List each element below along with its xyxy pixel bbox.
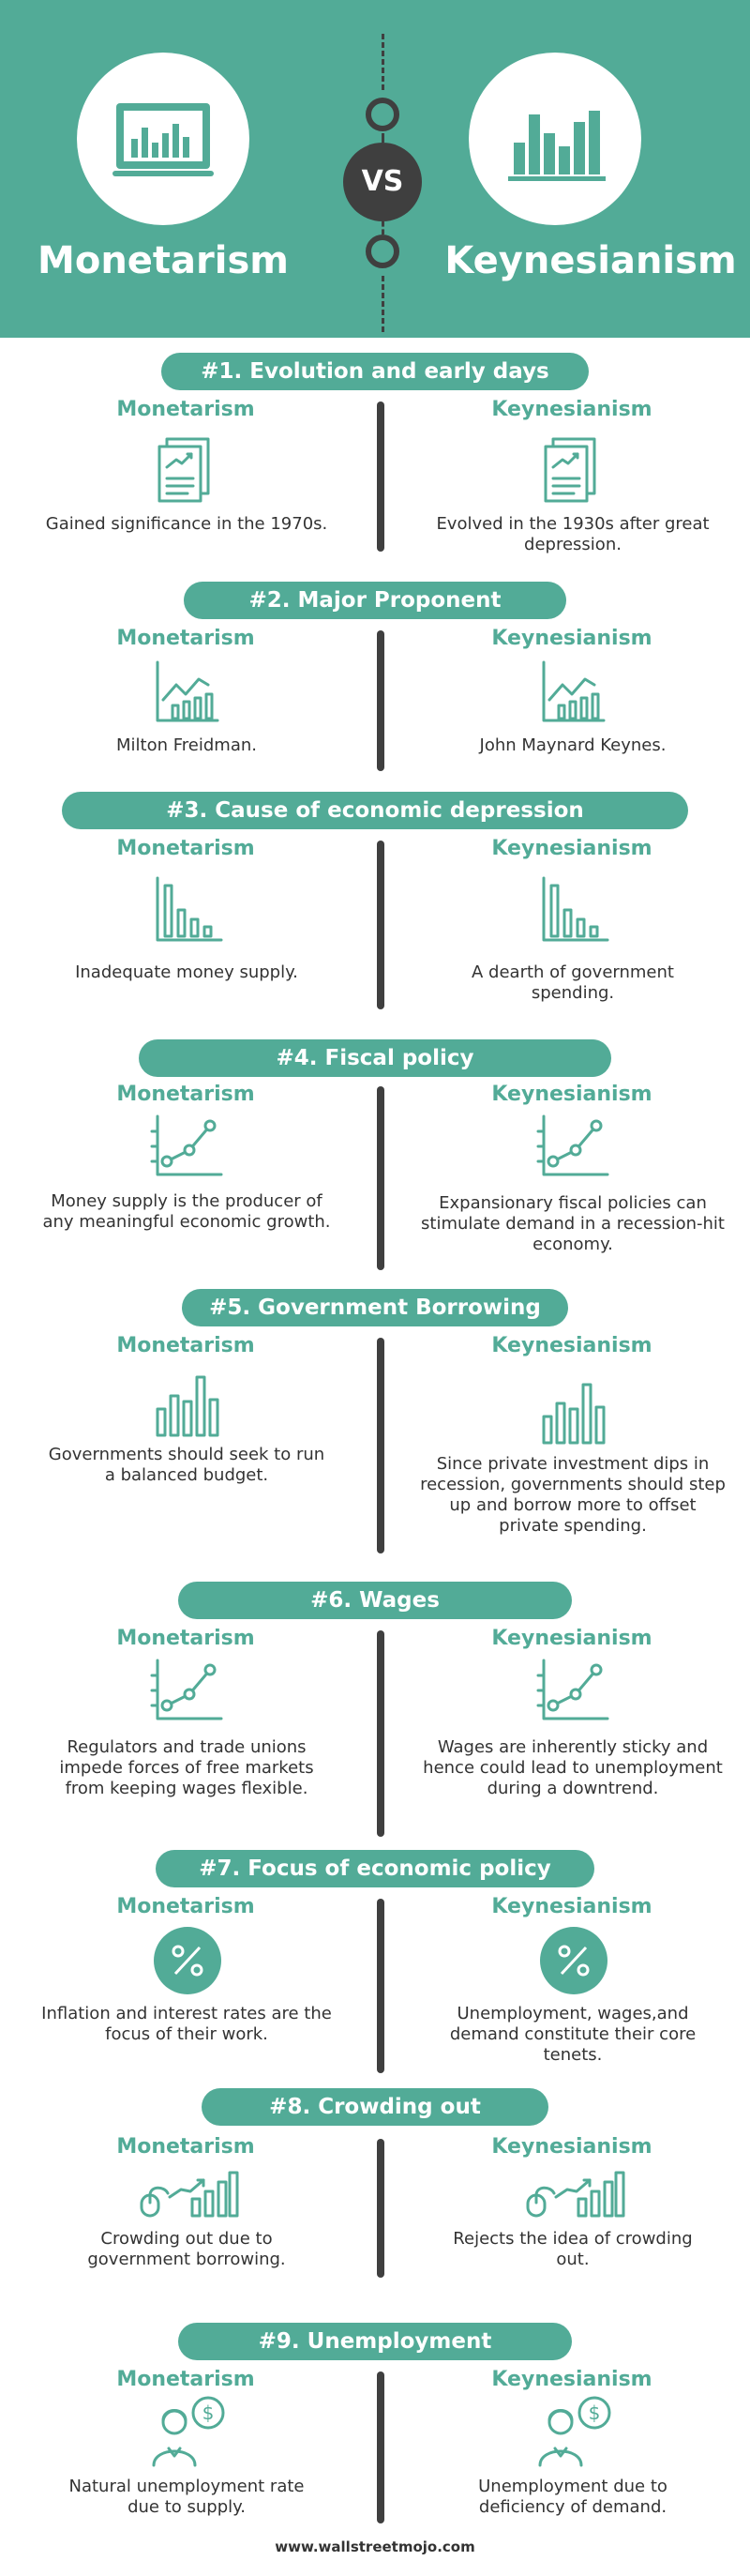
section-6-title: #6. Wages — [178, 1582, 572, 1619]
line-graph-icon — [536, 1659, 609, 1720]
svg-text:$: $ — [589, 2402, 601, 2424]
section-9-right-text: Unemployment due to deficiency of demand… — [478, 2477, 668, 2517]
bar-chart-monitor-icon — [112, 103, 214, 176]
section-3-divider — [377, 841, 384, 1009]
section-1-divider — [377, 402, 384, 552]
vs-badge: VS — [343, 143, 422, 221]
section-3-left-text: Inadequate money supply. — [75, 962, 298, 982]
section-2-divider — [377, 630, 384, 771]
declining-bars-icon — [156, 876, 223, 942]
section-7-left-text: Inflation and interest rates are the foc… — [41, 2004, 332, 2044]
section-7-left-label: Monetarism — [116, 1895, 255, 1918]
section-2-right-label: Keynesianism — [491, 627, 652, 650]
section-1-right-text: Evolved in the 1930s after great depress… — [436, 514, 710, 554]
report-document-icon — [544, 437, 596, 503]
section-5-left-label: Monetarism — [116, 1334, 255, 1357]
section-8-left-text: Crowding out due to government borrowing… — [87, 2229, 286, 2269]
person-dollar-icon: $ — [538, 2396, 611, 2467]
section-2-left-text: Milton Freidman. — [116, 735, 257, 755]
declining-bars-icon — [542, 876, 609, 942]
percent-icon — [154, 1927, 221, 1994]
bars-icon — [156, 1375, 219, 1437]
section-3-left-label: Monetarism — [116, 837, 255, 860]
section-5-divider — [377, 1338, 384, 1553]
vs-dashed-line-bottom — [382, 276, 384, 332]
line-graph-icon — [536, 1114, 609, 1176]
section-2-left-label: Monetarism — [116, 627, 255, 650]
bars-icon — [542, 1383, 606, 1445]
growth-chart-icon — [542, 660, 606, 722]
section-3-right-text: A dearth of government spending. — [472, 962, 674, 1003]
section-6-left-text: Regulators and trade unions impede force… — [59, 1737, 314, 1798]
section-6-right-label: Keynesianism — [491, 1627, 652, 1650]
section-8-left-label: Monetarism — [116, 2135, 255, 2159]
svg-text:$: $ — [202, 2402, 215, 2424]
vs-connector-top — [382, 133, 384, 143]
line-graph-icon — [150, 1114, 223, 1176]
section-4-title: #4. Fiscal policy — [139, 1039, 611, 1077]
section-3-title: #3. Cause of economic depression — [62, 792, 688, 829]
section-8-title: #8. Crowding out — [202, 2088, 548, 2126]
section-4-left-label: Monetarism — [116, 1083, 255, 1106]
section-9-right-label: Keynesianism — [491, 2368, 652, 2391]
section-9-divider — [377, 2371, 384, 2523]
section-8-divider — [377, 2139, 384, 2278]
section-6-left-label: Monetarism — [116, 1627, 255, 1650]
section-7-right-text: Unemployment, wages,and demand constitut… — [449, 2004, 697, 2065]
section-9-title: #9. Unemployment — [178, 2323, 572, 2360]
section-2-title: #2. Major Proponent — [184, 582, 566, 619]
section-6-divider — [377, 1630, 384, 1837]
section-9-left-text: Natural unemployment rate due to supply. — [68, 2477, 305, 2517]
vs-connector-bottom — [382, 221, 384, 235]
section-1-title: #1. Evolution and early days — [161, 353, 589, 390]
section-3-right-label: Keynesianism — [491, 837, 652, 860]
section-5-right-label: Keynesianism — [491, 1334, 652, 1357]
vs-dashed-line-top — [382, 34, 384, 90]
section-5-right-text: Since private investment dips in recessi… — [420, 1454, 726, 1536]
right-icon-circle — [469, 53, 641, 225]
section-8-right-label: Keynesianism — [491, 2135, 652, 2159]
right-title: Keynesianism — [444, 239, 737, 282]
section-1-right-label: Keynesianism — [491, 398, 652, 421]
section-7-divider — [377, 1899, 384, 2073]
line-graph-icon — [150, 1659, 223, 1720]
footer-url[interactable]: www.wallstreetmojo.com — [275, 2538, 475, 2555]
section-5-left-text: Governments should seek to run a balance… — [48, 1445, 325, 1485]
section-4-right-label: Keynesianism — [491, 1083, 652, 1106]
section-9-left-label: Monetarism — [116, 2368, 255, 2391]
mouse-growth-icon — [526, 2171, 625, 2218]
section-2-right-text: John Maynard Keynes. — [479, 735, 667, 755]
section-5-title: #5. Government Borrowing — [182, 1289, 568, 1326]
percent-icon — [540, 1927, 608, 1994]
section-7-right-label: Keynesianism — [491, 1895, 652, 1918]
section-4-divider — [377, 1086, 384, 1270]
section-1-left-label: Monetarism — [116, 398, 255, 421]
section-4-left-text: Money supply is the producer of any mean… — [42, 1191, 331, 1232]
person-dollar-icon: $ — [152, 2396, 225, 2467]
left-icon-circle — [77, 53, 249, 225]
section-1-left-text: Gained significance in the 1970s. — [45, 514, 328, 534]
section-4-right-text: Expansionary fiscal policies can stimula… — [421, 1193, 725, 1254]
mouse-growth-icon — [140, 2171, 239, 2218]
header-banner: Monetarism Keynesianism VS — [0, 0, 750, 338]
bar-chart-icon — [508, 111, 606, 181]
vs-ring-bottom — [366, 235, 399, 268]
section-6-right-text: Wages are inherently sticky and hence co… — [423, 1737, 723, 1798]
section-7-title: #7. Focus of economic policy — [156, 1850, 594, 1887]
report-document-icon — [158, 437, 210, 503]
growth-chart-icon — [156, 660, 219, 722]
section-8-right-text: Rejects the idea of crowding out. — [453, 2229, 693, 2269]
vs-ring-top — [366, 98, 399, 131]
left-title: Monetarism — [38, 239, 289, 282]
